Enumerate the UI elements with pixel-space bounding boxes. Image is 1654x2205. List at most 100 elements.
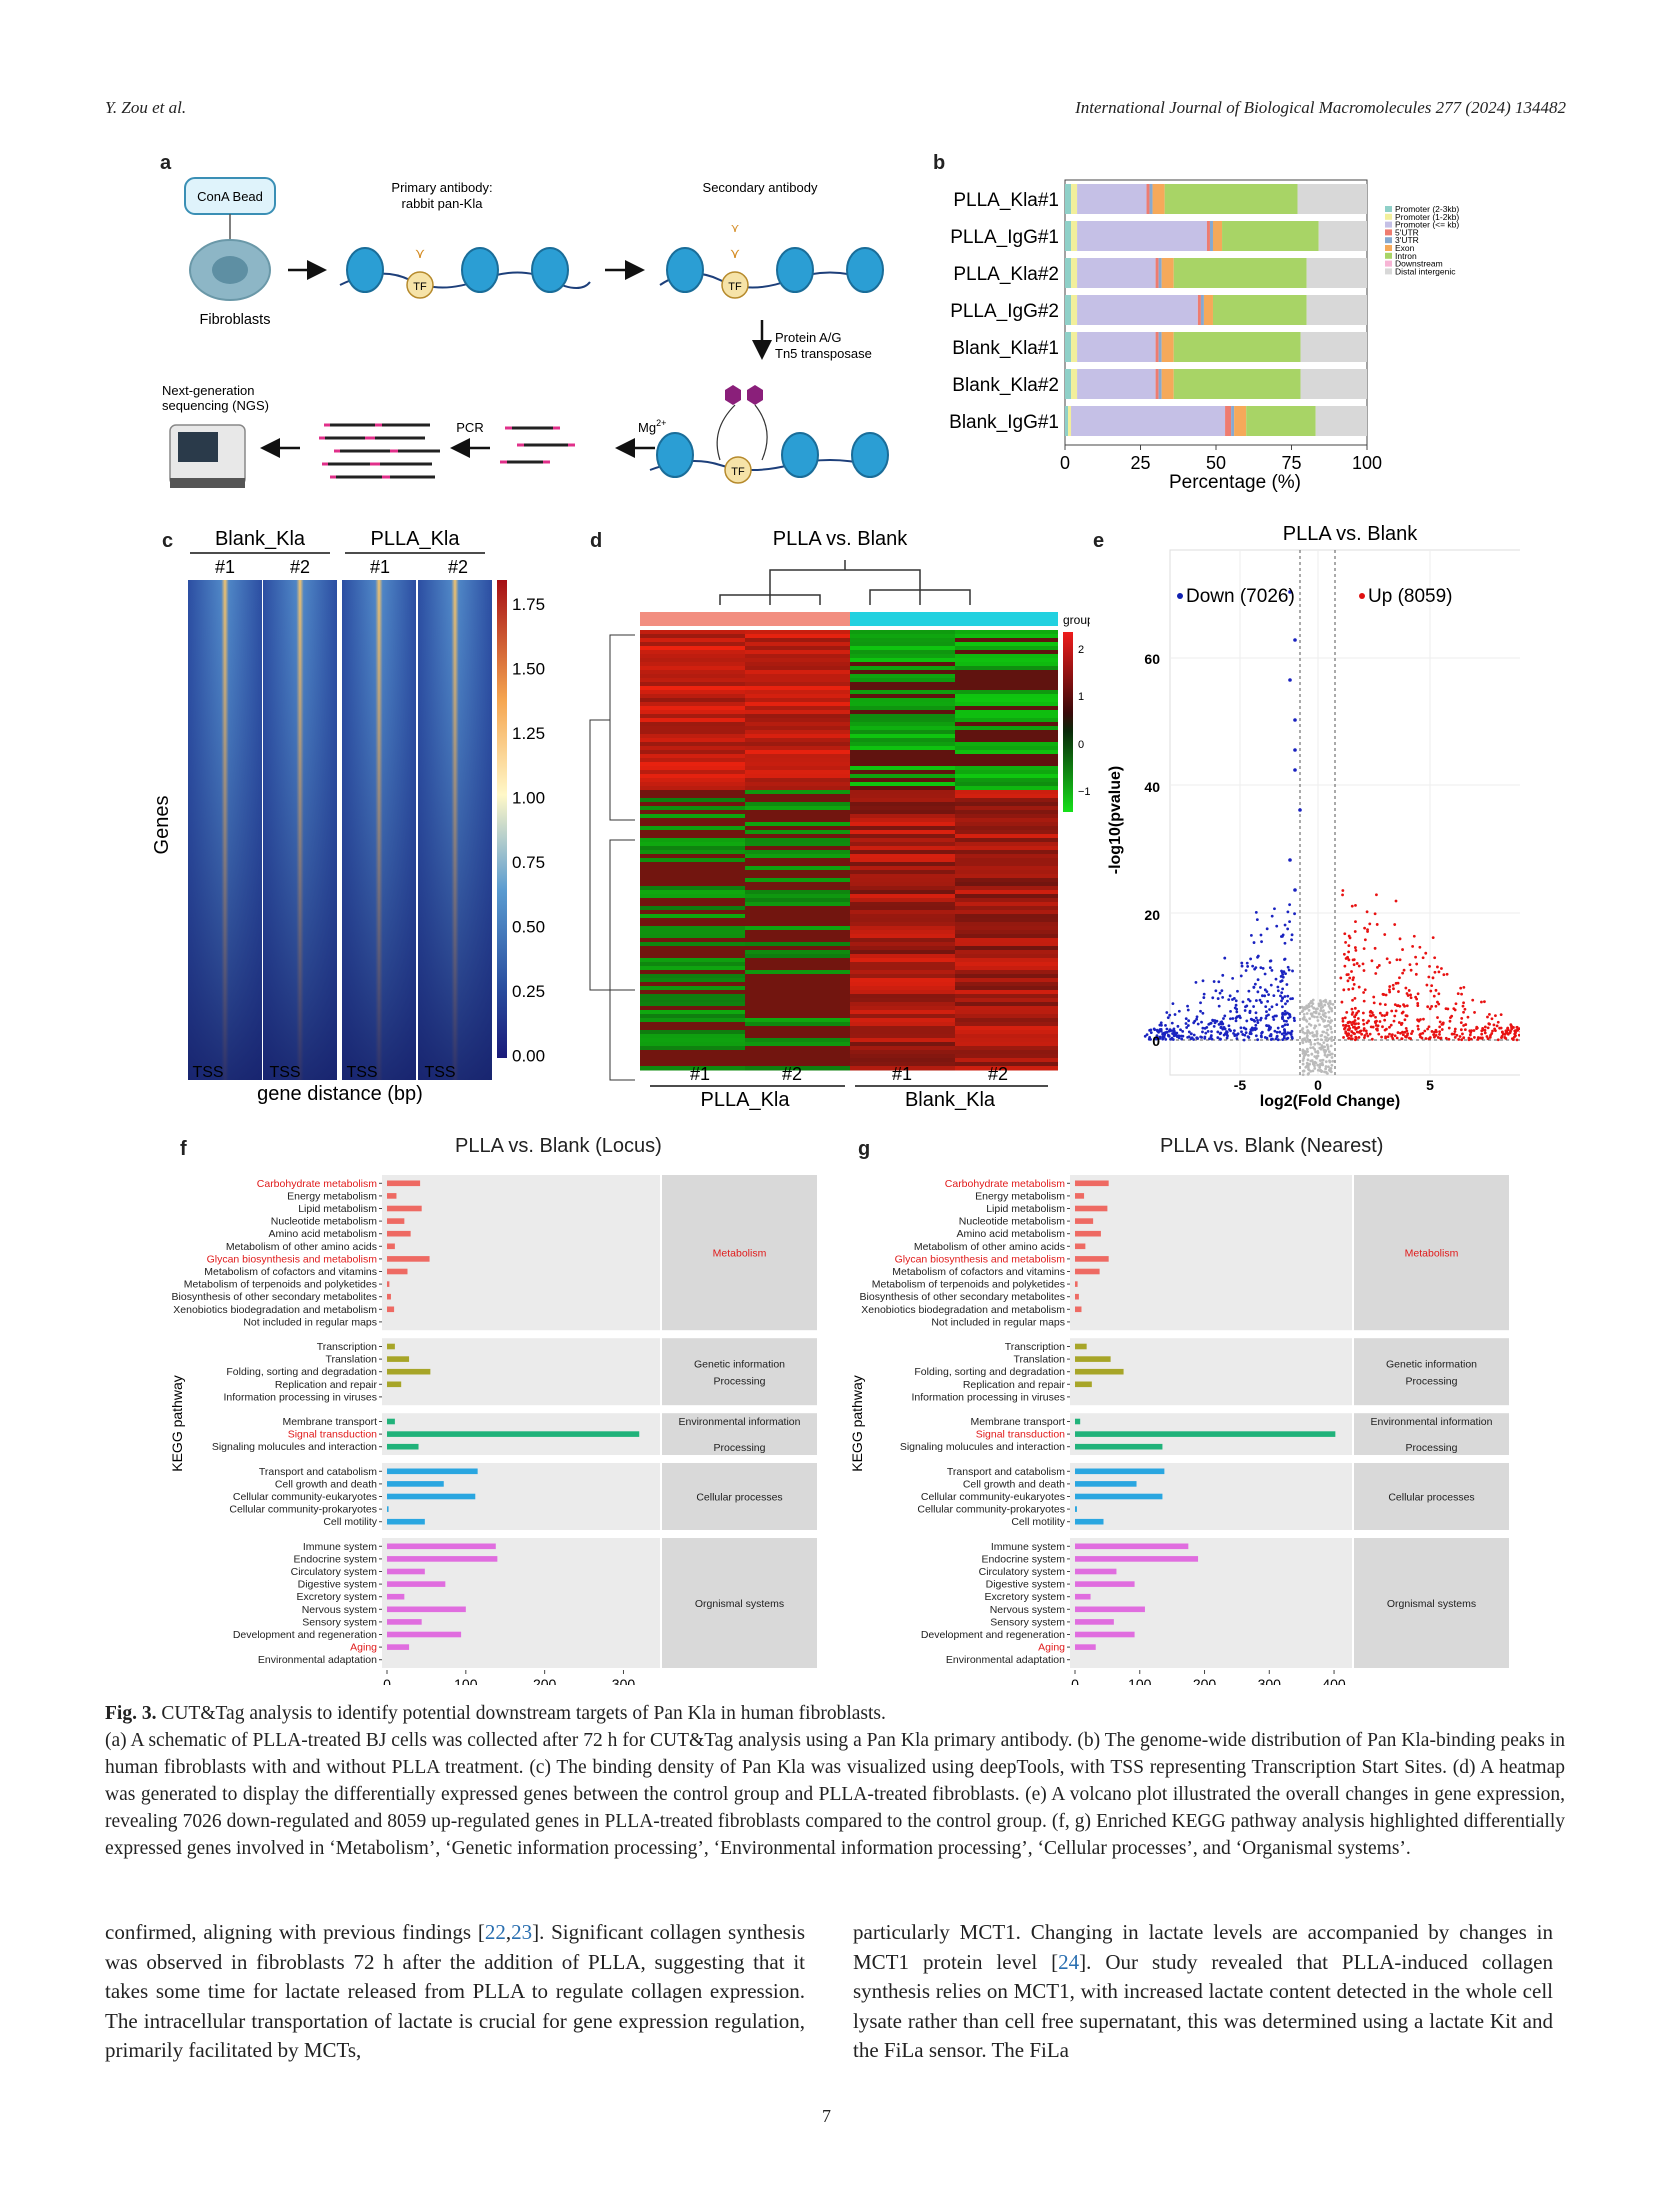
panel-c-heat-columns [188,580,492,1080]
b-seg-0-6 [1164,184,1298,214]
kegg-bar [1075,1293,1079,1300]
kegg-bar [387,1293,391,1300]
c-cbar-tick: 1.75 [512,595,545,614]
kegg-category-label: Digestive system [986,1579,1066,1591]
b-legend-swatch [1385,260,1392,267]
kegg-bar [1075,1343,1087,1350]
kegg-category-label: Signaling molucules and interaction [212,1441,377,1453]
b-xtick: 0 [1060,453,1070,473]
kegg-category-label: Metabolism of cofactors and vitamins [892,1266,1065,1278]
kegg-bar [387,1281,390,1287]
b-seg-1-6 [1222,221,1319,251]
kegg-category-label: Signal transduction [288,1429,377,1441]
b-seg-4-8 [1300,332,1367,362]
kegg-category-label: Not included in regular maps [931,1316,1065,1328]
panel-c-col-2: #2 [290,557,310,577]
b-seg-3-2 [1077,295,1198,325]
body-right-text-a: particularly MCT1. Changing in lactate l… [853,1920,1553,1974]
kegg-bar [1075,1606,1145,1613]
b-seg-3-4 [1200,295,1204,325]
kegg-category-label: Cell motility [323,1516,377,1528]
kegg-xtick: 400 [1322,1676,1346,1685]
panel-e-ylabel: -log10(pvalue) [1107,766,1124,874]
b-seg-4-4 [1158,332,1162,362]
kegg-bar [387,1218,405,1224]
kegg-group-label: Metabolism [713,1248,767,1260]
kegg-group-label: Genetic information [694,1359,785,1371]
kegg-bar [1075,1356,1111,1362]
panel-d-col-3: #1 [892,1064,912,1084]
kegg-bar [1075,1493,1163,1500]
e-ytick-40: 40 [1144,779,1160,795]
b-legend-swatch [1385,206,1392,212]
panel-c-label: c [162,530,174,552]
b-seg-6-6 [1246,406,1316,436]
b-seg-1-5 [1212,221,1223,251]
panel-d-col-2: #2 [782,1064,802,1084]
tf-label-2: TF [728,281,742,293]
kegg-group-strip [1354,1175,1509,1331]
caption-figure-number: Fig. 3. [105,1703,157,1724]
b-legend-label: 3'UTR [1395,235,1419,245]
panel-f-title: PLLA vs. Blank (Locus) [455,1135,662,1157]
kegg-category-label: Replication and repair [275,1379,378,1391]
kegg-bar [387,1556,498,1562]
panel-e-label: e [1093,530,1105,552]
b-seg-4-0 [1065,332,1072,362]
kegg-bar [387,1368,431,1375]
panel-e-volcano: PLLA vs. Blank Down (7026) Up (8059) 60 … [1107,523,1520,1110]
kegg-panel-bg [382,1175,660,1331]
panel-d-label: d [590,530,603,552]
kegg-category-label: Cellular community-eukaryotes [921,1491,1065,1503]
b-seg-4-5 [1161,332,1174,362]
kegg-bar [1075,1230,1101,1237]
kegg-category-label: Folding, sorting and degradation [914,1366,1065,1378]
kegg-bar [387,1593,405,1600]
kegg-category-label: Development and regeneration [233,1629,377,1641]
kegg-bar [387,1644,410,1650]
kegg-bar [1075,1205,1108,1212]
b-seg-0-0 [1065,184,1072,214]
figure-caption: Fig. 3. CUT&Tag analysis to identify pot… [105,1700,1565,1862]
b-seg-0-4 [1149,184,1153,214]
b-legend-label: 5'UTR [1395,227,1419,237]
svg-text:⋎: ⋎ [415,245,425,261]
e-xtick-neg5: -5 [1234,1077,1247,1093]
b-legend-label: Distal intergenic [1395,266,1456,276]
ref-22[interactable]: 22 [484,1920,506,1944]
kegg-category-label: Membrane transport [282,1416,377,1428]
kegg-category-label: Cellular community-eukaryotes [233,1491,377,1503]
kegg-category-label: Circulatory system [979,1566,1066,1578]
b-seg-1-8 [1318,221,1367,251]
ref-23[interactable]: 23 [511,1920,533,1944]
b-seg-5-3 [1155,369,1159,399]
kegg-category-label: Biosynthesis of other secondary metaboli… [172,1291,377,1303]
nucleosome-group-2: TF ⋎ ⋎ [666,221,884,299]
b-legend-swatch [1385,245,1392,251]
b-seg-5-8 [1300,369,1367,399]
kegg-group-strip [662,1338,817,1406]
running-header-authors: Y. Zou et al. [105,98,187,117]
down-count-label: Down (7026) [1186,586,1295,607]
panel-c-ylabel: Genes [151,796,173,855]
svg-text:⋎: ⋎ [730,245,740,261]
kegg-bar [1075,1256,1109,1262]
kegg-bar [1075,1568,1117,1575]
kegg-bar [387,1568,425,1575]
kegg-category-label: Immune system [991,1541,1065,1553]
kegg-category-label: Translation [1013,1354,1065,1366]
kegg-group-label: Metabolism [1405,1248,1459,1260]
running-header-journal: International Journal of Biological Macr… [1075,98,1566,117]
ref-24[interactable]: 24 [1058,1949,1080,1974]
kegg-bar [1075,1431,1336,1437]
kegg-bar [1075,1268,1100,1275]
kegg-bar [387,1230,411,1237]
kegg-category-label: Environmental adaptation [258,1654,377,1666]
panel-e-title: PLLA vs. Blank [1283,523,1419,545]
kegg-ylabel: KEGG pathway [849,1375,865,1472]
b-xtick: 50 [1206,453,1226,473]
kegg-group-label: Cellular processes [1388,1492,1474,1504]
sequencer-icon [169,424,246,488]
kegg-category-label: Biosynthesis of other secondary metaboli… [860,1291,1065,1303]
kegg-category-label: Metabolism of terpenoids and polyketides [184,1279,377,1291]
